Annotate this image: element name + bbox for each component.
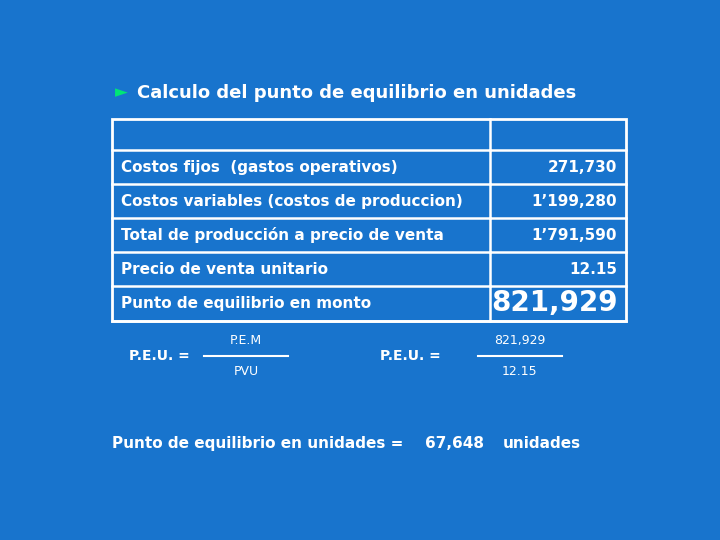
Text: Punto de equilibrio en monto: Punto de equilibrio en monto	[121, 296, 371, 311]
Text: unidades: unidades	[503, 436, 581, 451]
Text: 12.15: 12.15	[502, 365, 537, 378]
Text: 1’199,280: 1’199,280	[531, 194, 617, 208]
FancyBboxPatch shape	[112, 119, 626, 321]
Text: Costos variables (costos de produccion): Costos variables (costos de produccion)	[121, 194, 462, 208]
Text: Costos fijos  (gastos operativos): Costos fijos (gastos operativos)	[121, 160, 397, 174]
Text: ►: ►	[115, 84, 128, 102]
Text: 67,648: 67,648	[425, 436, 484, 451]
Text: Punto de equilibrio en unidades =: Punto de equilibrio en unidades =	[112, 436, 404, 451]
Text: 12.15: 12.15	[570, 262, 617, 277]
Text: PVU: PVU	[234, 365, 258, 378]
Text: 1’791,590: 1’791,590	[532, 228, 617, 243]
Text: P.E.U. =: P.E.U. =	[129, 349, 190, 363]
Text: 821,929: 821,929	[494, 334, 545, 347]
Text: P.E.M: P.E.M	[230, 334, 262, 347]
Text: 821,929: 821,929	[491, 289, 617, 318]
Text: P.E.U. =: P.E.U. =	[380, 349, 441, 363]
Text: 271,730: 271,730	[548, 160, 617, 174]
Text: Calculo del punto de equilibrio en unidades: Calculo del punto de equilibrio en unida…	[138, 84, 577, 102]
Text: Precio de venta unitario: Precio de venta unitario	[121, 262, 328, 277]
Text: Total de producción a precio de venta: Total de producción a precio de venta	[121, 227, 444, 244]
